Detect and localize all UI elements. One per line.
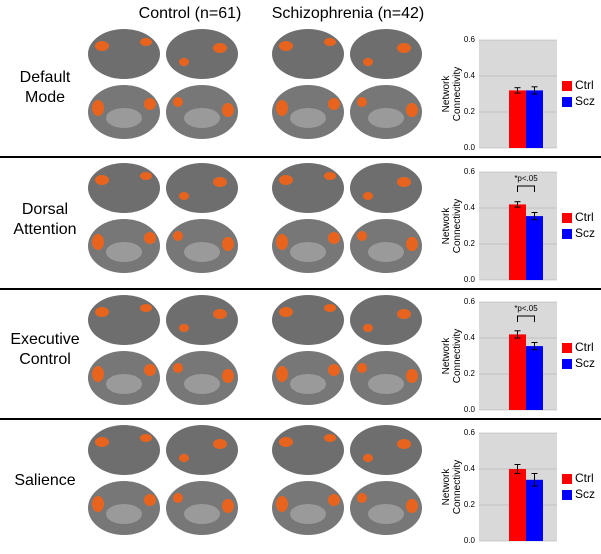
y-tick-label: 0.0 (464, 536, 476, 545)
legend-swatch (562, 229, 572, 239)
error-bar (531, 342, 538, 351)
y-tick-label: 0.6 (464, 167, 476, 176)
legend-swatch (562, 490, 572, 500)
y-tick-label: 0.0 (464, 143, 476, 152)
error-bar (531, 473, 538, 487)
bar (509, 204, 526, 280)
y-tick-label: 0.2 (464, 107, 476, 116)
error-bar (514, 464, 521, 474)
y-axis-label-line: Connectivity (452, 329, 463, 383)
legend-label: Ctrl (575, 340, 594, 354)
legend-label: Scz (575, 226, 595, 240)
y-tick-label: 0.6 (464, 297, 476, 306)
bar (526, 479, 543, 541)
bar (526, 346, 543, 410)
error-bar (531, 212, 538, 221)
legend-swatch (562, 343, 572, 353)
legend-swatch (562, 359, 572, 369)
bar (509, 90, 526, 148)
legend-label: Ctrl (575, 210, 594, 224)
y-axis-label: Network Connectivity (441, 199, 463, 253)
brain-images (88, 163, 238, 273)
y-tick-label: 0.4 (464, 333, 476, 342)
brain-images (88, 29, 238, 139)
y-tick-label: 0.2 (464, 239, 476, 248)
y-axis-label: Network Connectivity (441, 460, 463, 514)
y-axis-label-line: Network (441, 75, 452, 113)
y-tick-label: 0.4 (464, 203, 476, 212)
annotation: *p<.05 (514, 174, 538, 183)
column-header: Control (n=61) (139, 5, 242, 22)
row-label: Salience (14, 472, 75, 489)
y-tick-label: 0.2 (464, 369, 476, 378)
y-axis-label: Network Connectivity (441, 67, 463, 121)
brain-images (88, 295, 238, 405)
row-label: Default (20, 69, 71, 86)
bar (509, 334, 526, 410)
legend-label: Scz (575, 356, 595, 370)
column-header: Schizophrenia (n=42) (272, 5, 425, 22)
y-axis-label-line: Connectivity (452, 460, 463, 514)
brain-images (272, 425, 422, 535)
row-label: Dorsal (22, 201, 68, 218)
y-axis-label: Network Connectivity (441, 329, 463, 383)
row-label: Executive (10, 331, 79, 348)
bar (526, 216, 543, 280)
error-bar (514, 330, 521, 339)
brain-images (272, 29, 422, 139)
y-axis-label-line: Connectivity (452, 67, 463, 121)
legend-label: Scz (575, 94, 595, 108)
y-axis-label-line: Network (441, 337, 452, 375)
bar (526, 90, 543, 148)
bar (509, 469, 526, 541)
brain-images (272, 163, 422, 273)
error-bar (514, 87, 521, 94)
y-tick-label: 0.6 (464, 35, 476, 44)
y-tick-label: 0.0 (464, 275, 476, 284)
y-tick-label: 0.4 (464, 71, 476, 80)
row-label: Mode (25, 89, 65, 106)
error-bar (531, 86, 538, 95)
legend-label: Ctrl (575, 471, 594, 485)
brain-images (272, 295, 422, 405)
y-tick-label: 0.4 (464, 464, 476, 473)
significance-bracket (517, 315, 535, 322)
y-axis-label-line: Network (441, 207, 452, 245)
legend-label: Scz (575, 487, 595, 501)
y-axis-label-line: Connectivity (452, 199, 463, 253)
legend-swatch (562, 97, 572, 107)
legend-label: Ctrl (575, 78, 594, 92)
y-tick-label: 0.6 (464, 428, 476, 437)
legend-swatch (562, 213, 572, 223)
y-axis-label-line: Network (441, 468, 452, 506)
row-label: Attention (13, 221, 76, 238)
y-tick-label: 0.2 (464, 500, 476, 509)
legend-swatch (562, 474, 572, 484)
annotation: *p<.05 (514, 304, 538, 313)
error-bar (514, 201, 521, 208)
brain-images (88, 425, 238, 535)
significance-bracket (517, 185, 535, 192)
legend-swatch (562, 81, 572, 91)
row-label: Control (19, 351, 71, 368)
y-tick-label: 0.0 (464, 405, 476, 414)
